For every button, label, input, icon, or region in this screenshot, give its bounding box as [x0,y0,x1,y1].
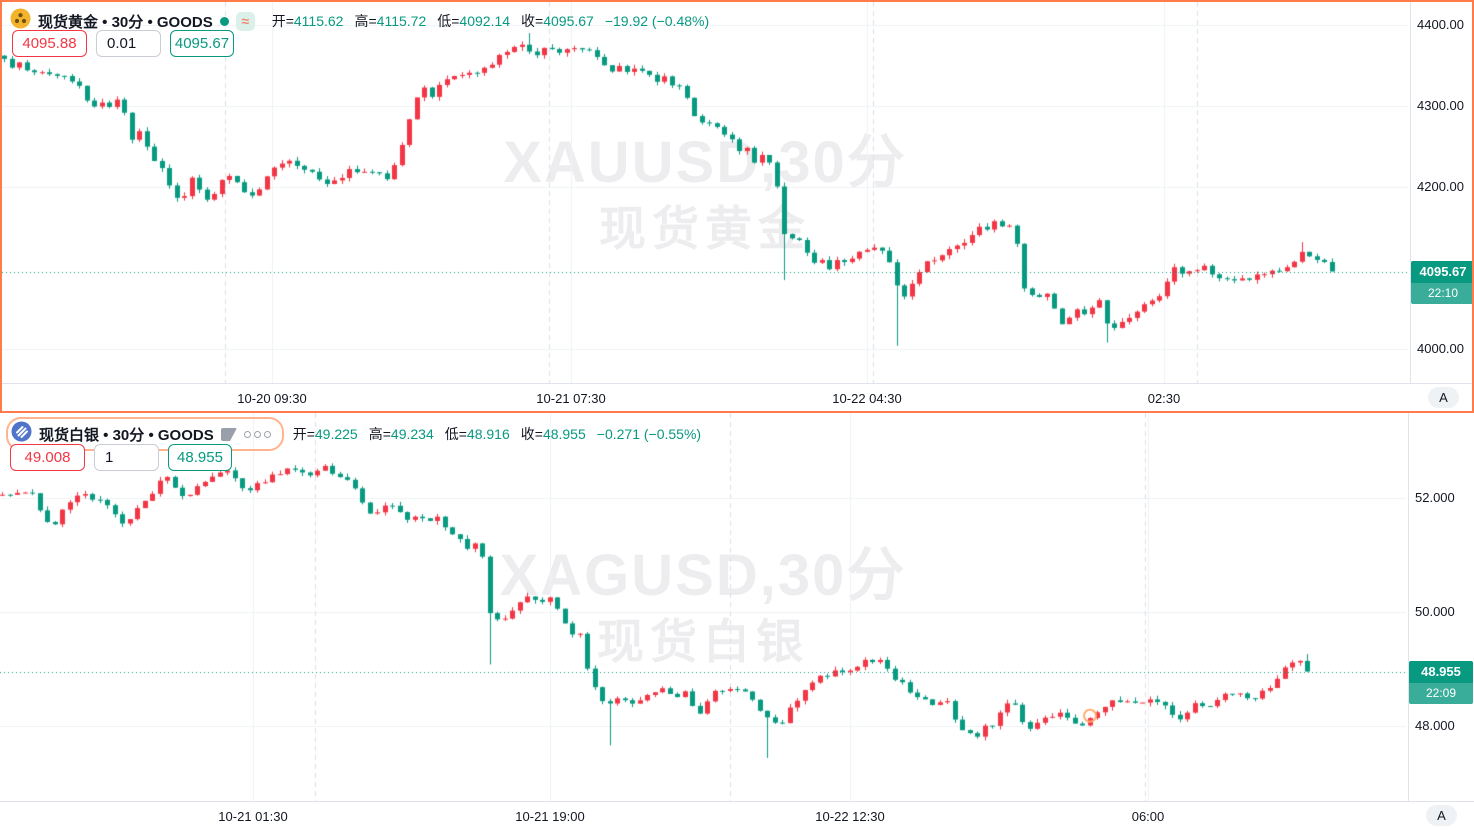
gold-panel: XAUUSD,30分 现货黄金 4400.004300.004200.00400… [0,0,1474,413]
price-axis-label: 4000.00 [1417,341,1464,356]
gold-coin-icon [10,8,31,34]
gold-header: 现货黄金 • 30分 • GOODS ≈ 开=4115.62 高=4115.72… [8,6,709,36]
gold-time-axis[interactable]: A 10-20 09:30 10-21 07:30 10-22 04:30 02:30 [2,383,1472,411]
sell-price-button[interactable]: 4095.88 [12,30,87,57]
change-label: −19.92 (−0.48%) [604,13,710,29]
ohlc-high: 高=49.234 [368,426,434,442]
quantity-field[interactable]: 1 [94,444,159,471]
approx-equal-icon[interactable]: ≈ [235,11,255,31]
time-axis-label: 10-20 09:30 [237,391,307,406]
silver-chart-canvas[interactable] [0,413,1406,801]
ohlc-open: 开=4115.62 [271,13,344,29]
more-options-icon[interactable] [243,430,271,438]
last-price-label: 4095.67 [1411,261,1472,283]
buy-price-button[interactable]: 4095.67 [170,30,234,57]
last-price-label: 48.955 [1409,661,1473,683]
silver-price-axis[interactable]: 52.000 50.000 48.000 [1408,413,1474,801]
countdown-label: 22:10 [1411,283,1472,304]
buy-price-button[interactable]: 48.955 [168,444,232,471]
gold-chart-canvas[interactable] [2,2,1408,383]
market-open-icon [219,16,229,26]
silver-time-axis[interactable]: A 10-21 01:30 10-21 19:00 10-22 12:30 06:00 [0,801,1474,830]
auto-scale-button[interactable]: A [1428,387,1459,408]
change-label: −0.271 (−0.55%) [596,426,702,442]
axis-separator [1410,2,1411,383]
ohlc-low: 低=48.916 [444,426,510,442]
time-axis-label: 02:30 [1147,391,1181,406]
ohlc-open: 开=49.225 [292,426,358,442]
gold-ohlc-row: 开=4115.62 高=4115.72 低=4092.14 收=4095.67 … [272,11,709,31]
price-axis-label: 4200.00 [1417,179,1464,194]
ohlc-close: 收=4095.67 [521,13,594,29]
price-axis-label: 50.000 [1415,604,1455,619]
gold-instrument-pill[interactable]: 现货黄金 • 30分 • GOODS ≈ [8,6,263,36]
snapshot-icon[interactable] [220,427,237,441]
gold-title: 现货黄金 • 30分 • GOODS [38,13,213,31]
price-axis-label: 4300.00 [1417,98,1464,113]
time-axis-label: 10-22 12:30 [815,809,885,824]
time-axis-label: 10-21 19:00 [515,809,585,824]
silver-title: 现货白银 • 30分 • GOODS [39,426,214,444]
silver-coin-icon [11,421,32,447]
silver-ohlc-row: 开=49.225 高=49.234 低=48.916 收=48.955 −0.2… [293,424,701,444]
gold-quote-buttons: 4095.88 0.01 4095.67 [12,30,234,57]
time-axis-label: 10-21 07:30 [536,391,606,406]
ohlc-close: 收=48.955 [520,426,586,442]
quantity-field[interactable]: 0.01 [96,30,161,57]
axis-separator [1408,413,1409,801]
price-axis-label: 4400.00 [1417,17,1464,32]
silver-last-price-badge: 48.955 22:09 [1409,661,1473,704]
sell-price-button[interactable]: 49.008 [10,444,85,471]
silver-quote-buttons: 49.008 1 48.955 [10,444,232,471]
ohlc-low: 低=4092.14 [437,13,511,29]
price-axis-label: 52.000 [1415,490,1455,505]
countdown-label: 22:09 [1409,683,1473,704]
time-axis-label: 06:00 [1131,809,1165,824]
gold-last-price-badge: 4095.67 22:10 [1411,261,1472,304]
price-axis-label: 48.000 [1415,718,1455,733]
time-axis-label: 10-22 04:30 [832,391,902,406]
time-axis-label: 10-21 01:30 [218,809,288,824]
gold-price-axis[interactable]: 4400.00 4300.00 4200.00 4000.00 [1410,2,1472,383]
ohlc-high: 高=4115.72 [354,13,427,29]
auto-scale-button[interactable]: A [1426,805,1457,826]
